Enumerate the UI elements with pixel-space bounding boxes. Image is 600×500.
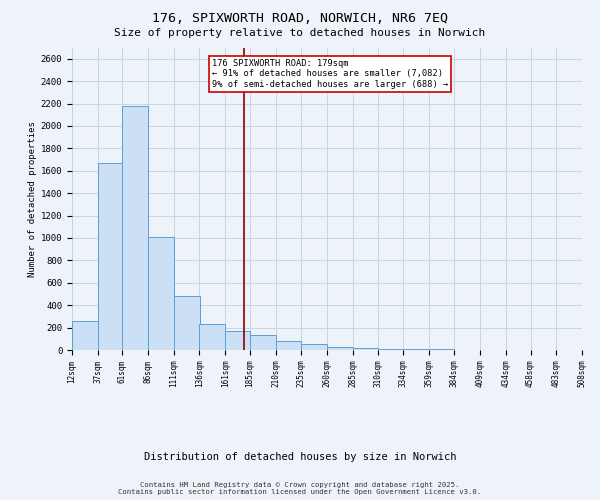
Bar (301, 344, 327, 350)
Bar (148, 237, 174, 350)
Bar (379, 348, 403, 350)
Bar (72, 321, 98, 350)
Bar (98, 163, 122, 350)
Text: 176, SPIXWORTH ROAD, NORWICH, NR6 7EQ: 176, SPIXWORTH ROAD, NORWICH, NR6 7EQ (152, 12, 448, 26)
Bar (225, 331, 250, 350)
Text: Size of property relative to detached houses in Norwich: Size of property relative to detached ho… (115, 28, 485, 38)
Y-axis label: Number of detached properties: Number of detached properties (28, 121, 37, 276)
Text: Distribution of detached houses by size in Norwich: Distribution of detached houses by size … (144, 452, 456, 462)
Bar (250, 336, 275, 350)
Text: Contains HM Land Registry data © Crown copyright and database right 2025.
Contai: Contains HM Land Registry data © Crown c… (118, 482, 482, 495)
Bar (353, 348, 379, 350)
Bar (174, 296, 199, 350)
Bar (199, 324, 225, 350)
Bar (403, 349, 429, 350)
Bar (122, 106, 148, 350)
Bar (275, 340, 301, 350)
Bar (327, 346, 353, 350)
Text: 176 SPIXWORTH ROAD: 179sqm
← 91% of detached houses are smaller (7,082)
9% of se: 176 SPIXWORTH ROAD: 179sqm ← 91% of deta… (212, 58, 448, 88)
